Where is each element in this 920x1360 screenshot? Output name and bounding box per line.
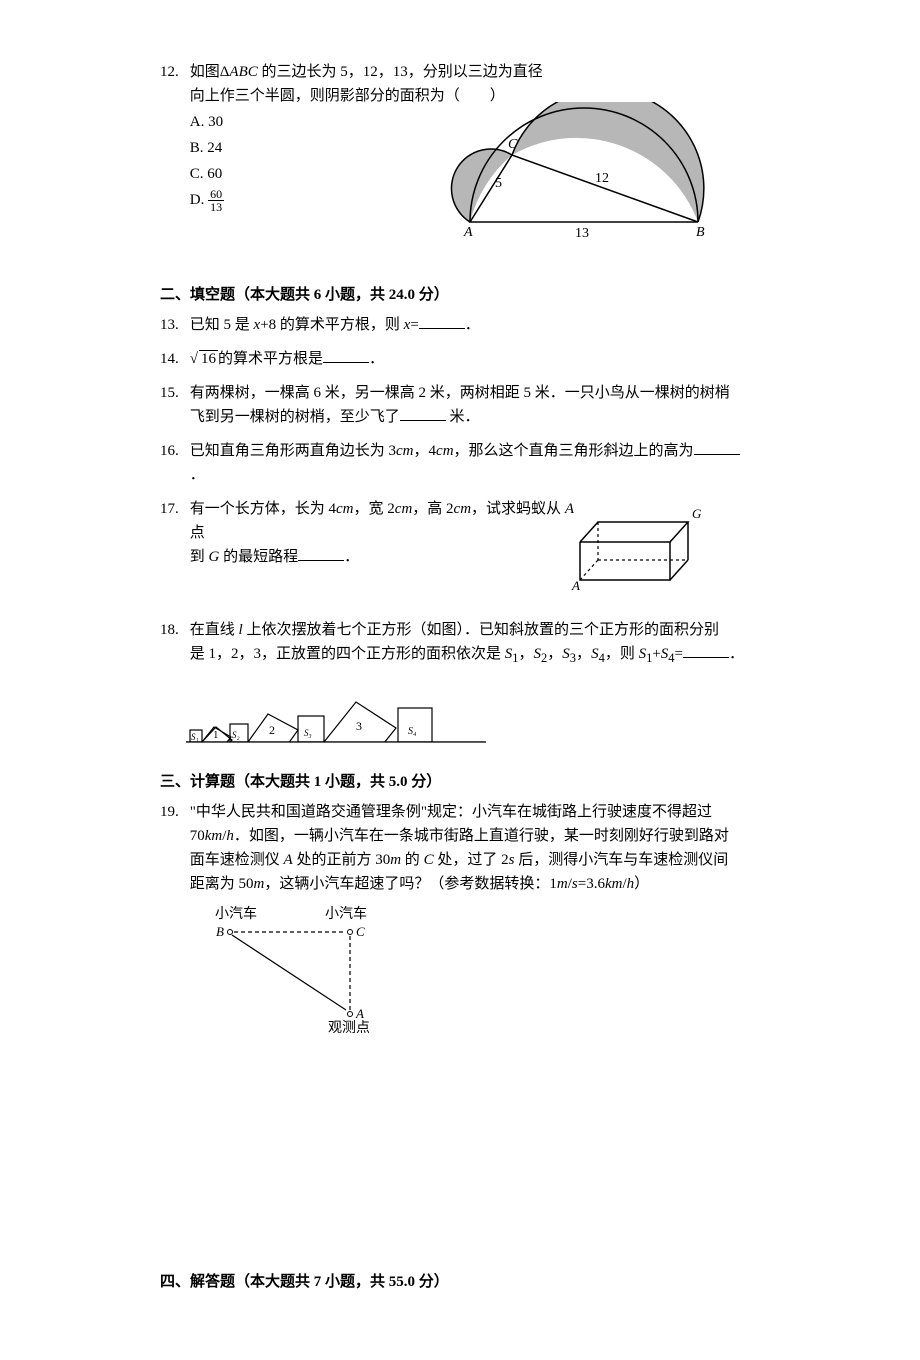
q12-number: 12. — [160, 60, 186, 84]
q16-body: 已知直角三角形两直角边长为 3cm，4cm，那么这个直角三角形斜边上的高为 ． — [190, 439, 750, 487]
svg-text:12: 12 — [595, 171, 609, 186]
svg-text:小汽车: 小汽车 — [325, 905, 367, 922]
q12-figure: A B C 5 12 13 — [440, 102, 720, 242]
q12-stem-line1: 如图ΔABC 的三边长为 5，12，13，分别以三边为直径 — [190, 64, 543, 80]
q18-number: 18. — [160, 618, 186, 642]
question-15: 15. 有两棵树，一棵高 6 米，另一棵高 2 米，两树相距 5 米．一只小鸟从… — [160, 381, 760, 429]
q19-number: 19. — [160, 800, 186, 824]
svg-text:B: B — [216, 924, 224, 939]
q15-number: 15. — [160, 381, 186, 405]
svg-text:C: C — [356, 924, 365, 939]
question-16: 16. 已知直角三角形两直角边长为 3cm，4cm，那么这个直角三角形斜边上的高… — [160, 439, 760, 487]
q19-body: "中华人民共和国道路交通管理条例"规定：小汽车在城街路上行驶速度不得超过 70k… — [190, 800, 750, 896]
question-17: 17. 有一个长方体，长为 4cm，宽 2cm，高 2cm，试求蚂蚁从 A 点 … — [160, 497, 760, 592]
section-4-heading: 四、解答题（本大题共 7 小题，共 55.0 分） — [160, 1270, 760, 1294]
svg-text:观测点: 观测点 — [328, 1020, 370, 1036]
svg-text:C: C — [508, 137, 518, 152]
svg-text:A: A — [463, 225, 473, 240]
question-13: 13. 已知 5 是 x+8 的算术平方根，则 x=． — [160, 313, 760, 337]
blank-field — [694, 439, 740, 455]
section-3-heading: 三、计算题（本大题共 1 小题，共 5.0 分） — [160, 770, 760, 794]
q18-body: 在直线 l 上依次摆放着七个正方形（如图）．已知斜放置的三个正方形的面积分别 是… — [190, 618, 750, 668]
svg-text:A: A — [355, 1006, 364, 1021]
svg-text:B: B — [696, 225, 705, 240]
blank-field — [400, 405, 446, 421]
blank-field — [298, 545, 344, 561]
q18-figure: S₁ S₁ S₁ 1 S₂ — [160, 672, 760, 752]
question-19: 19. "中华人民共和国道路交通管理条例"规定：小汽车在城街路上行驶速度不得超过… — [160, 800, 760, 1042]
blank-field — [323, 347, 369, 363]
q17-number: 17. — [160, 497, 186, 521]
svg-text:G: G — [692, 506, 702, 521]
svg-text:13: 13 — [575, 226, 589, 241]
q19-figure: 小汽车 小汽车 B C A 观测点 — [160, 902, 760, 1042]
question-18: 18. 在直线 l 上依次摆放着七个正方形（如图）．已知斜放置的三个正方形的面积… — [160, 618, 760, 752]
q16-number: 16. — [160, 439, 186, 463]
fraction-icon: 6013 — [208, 188, 224, 213]
q13-number: 13. — [160, 313, 186, 337]
svg-text:S₄: S₄ — [408, 726, 417, 737]
svg-text:3: 3 — [356, 719, 362, 733]
section-2-heading: 二、填空题（本大题共 6 小题，共 24.0 分） — [160, 283, 760, 307]
svg-text:5: 5 — [495, 176, 502, 191]
svg-text:S₁: S₁ — [191, 732, 199, 742]
q15-body: 有两棵树，一棵高 6 米，另一棵高 2 米，两树相距 5 米．一只小鸟从一棵树的… — [190, 381, 750, 429]
svg-text:1: 1 — [213, 729, 219, 741]
blank-field — [683, 642, 729, 658]
blank-field — [419, 313, 465, 329]
svg-text:S₂: S₂ — [232, 730, 240, 740]
q17-figure: A G — [570, 492, 710, 592]
svg-text:A: A — [571, 578, 580, 592]
sqrt-icon — [190, 351, 198, 367]
q13-body: 已知 5 是 x+8 的算术平方根，则 x=． — [190, 313, 750, 337]
svg-text:2: 2 — [269, 723, 275, 737]
question-12: 12. 如图ΔABC 的三边长为 5，12，13，分别以三边为直径 向上作三个半… — [160, 60, 760, 225]
question-14: 14. 16的算术平方根是． — [160, 347, 760, 371]
svg-text:S₃: S₃ — [304, 728, 312, 738]
q17-body: 有一个长方体，长为 4cm，宽 2cm，高 2cm，试求蚂蚁从 A 点 到 G … — [190, 497, 590, 569]
q14-number: 14. — [160, 347, 186, 371]
svg-text:小汽车: 小汽车 — [215, 905, 257, 922]
q14-body: 16的算术平方根是． — [190, 347, 750, 371]
